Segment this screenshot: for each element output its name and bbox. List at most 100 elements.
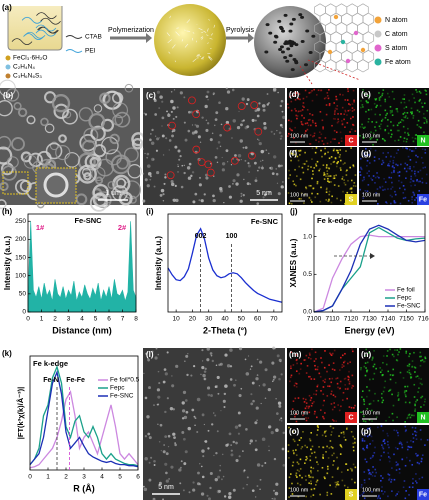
- particle: [58, 134, 67, 143]
- eds-pixel: [419, 98, 421, 101]
- eds-pixel: [295, 370, 298, 372]
- eds-pixel: [362, 432, 365, 434]
- eds-pixel: [426, 120, 428, 123]
- eds-pixel: [425, 119, 428, 121]
- eds-pixel: [372, 378, 374, 380]
- eds-pixel: [330, 163, 332, 165]
- speckle: [181, 401, 185, 405]
- reagent-label: C₃H₆N₆S₃: [13, 73, 42, 80]
- eds-pixel: [318, 372, 321, 375]
- speckle: [219, 464, 221, 467]
- eds-pixel: [395, 494, 397, 497]
- eds-pixel: [383, 439, 386, 441]
- eds-pixel: [381, 369, 383, 372]
- particle: [0, 135, 12, 151]
- eds-pixel: [293, 94, 296, 97]
- eds-pixel: [353, 109, 356, 111]
- eds-pixel: [322, 386, 325, 388]
- eds-pixel: [317, 89, 320, 92]
- eds-pixel: [330, 390, 333, 393]
- speckle: [242, 193, 245, 197]
- eds-pixel: [410, 440, 412, 442]
- eds-pixel: [333, 148, 335, 150]
- eds-pixel: [361, 126, 364, 129]
- speckle: [210, 354, 213, 357]
- particle: [83, 127, 99, 143]
- eds-pixel: [371, 471, 374, 474]
- speckle: [173, 89, 176, 91]
- sphere-texture: [206, 34, 209, 36]
- eds-pixel: [413, 414, 415, 417]
- eds-pixel: [382, 89, 385, 91]
- eds-pixel: [289, 92, 292, 94]
- particle: [93, 104, 103, 113]
- speckle: [250, 402, 254, 406]
- eds-pixel: [311, 170, 314, 172]
- speckle: [278, 131, 282, 134]
- eds-pixel: [328, 364, 330, 366]
- eds-pixel: [327, 177, 329, 180]
- eds-pixel: [386, 125, 389, 127]
- eds-pixel: [295, 449, 297, 451]
- eds-pixel: [395, 152, 398, 155]
- eds-pixel: [362, 89, 364, 91]
- eds-pixel: [365, 461, 368, 463]
- speckle: [159, 193, 163, 197]
- eds-pixel: [415, 196, 418, 199]
- eds-pixel: [333, 113, 336, 115]
- eds-pixel: [295, 359, 298, 362]
- speckle: [221, 168, 225, 172]
- eds-pixel: [395, 461, 398, 464]
- eds-pixel: [297, 149, 300, 152]
- particle: [81, 167, 92, 178]
- speckle: [157, 370, 160, 373]
- eds-pixel: [328, 88, 330, 91]
- eds-pixel: [366, 370, 368, 373]
- eds-pixel: [322, 143, 325, 145]
- eds-pixel: [398, 187, 401, 190]
- eds-pixel: [322, 126, 324, 128]
- eds-pixel: [364, 374, 367, 377]
- eds-pixel: [331, 447, 334, 449]
- speckle: [205, 95, 209, 98]
- eds-pixel: [372, 466, 374, 468]
- eds-pixel: [390, 129, 392, 132]
- speckle: [262, 196, 265, 199]
- single-atom-marker: [247, 151, 256, 160]
- eds-pixel: [401, 443, 403, 446]
- speckle: [256, 202, 260, 205]
- eds-pixel: [403, 167, 406, 170]
- dopant-atom: [327, 49, 333, 55]
- eds-pixel: [423, 444, 426, 446]
- eds-pixel: [339, 380, 342, 383]
- series-line: [29, 389, 139, 469]
- speckle: [182, 489, 185, 492]
- speckle: [206, 90, 210, 94]
- particle: [123, 147, 139, 163]
- eds-pixel: [319, 493, 321, 496]
- speckle: [279, 123, 283, 127]
- eds-pixel: [404, 162, 407, 165]
- scale-label: 1 um: [105, 190, 121, 197]
- y-tick-label: 100: [15, 272, 26, 279]
- eds-pixel: [352, 165, 355, 168]
- speckle: [225, 120, 230, 125]
- speckle: [266, 93, 269, 95]
- particle: [51, 94, 71, 113]
- speckle: [243, 178, 245, 181]
- speckle: [254, 119, 257, 122]
- eds-pixel: [405, 390, 408, 392]
- eds-pixel: [336, 98, 339, 101]
- y-axis-label: Intensity (a.u.): [3, 236, 12, 291]
- eds-pixel: [376, 188, 379, 190]
- eds-pixel: [389, 194, 392, 197]
- eds-pixel: [304, 151, 306, 154]
- eds-pixel: [349, 361, 352, 363]
- speckle: [212, 93, 215, 96]
- speckle: [193, 365, 196, 368]
- eds-pixel: [405, 140, 408, 143]
- eds-pixel: [308, 476, 311, 478]
- speckle: [165, 479, 169, 483]
- eds-pixel: [331, 352, 334, 355]
- eds-pixel: [374, 181, 376, 184]
